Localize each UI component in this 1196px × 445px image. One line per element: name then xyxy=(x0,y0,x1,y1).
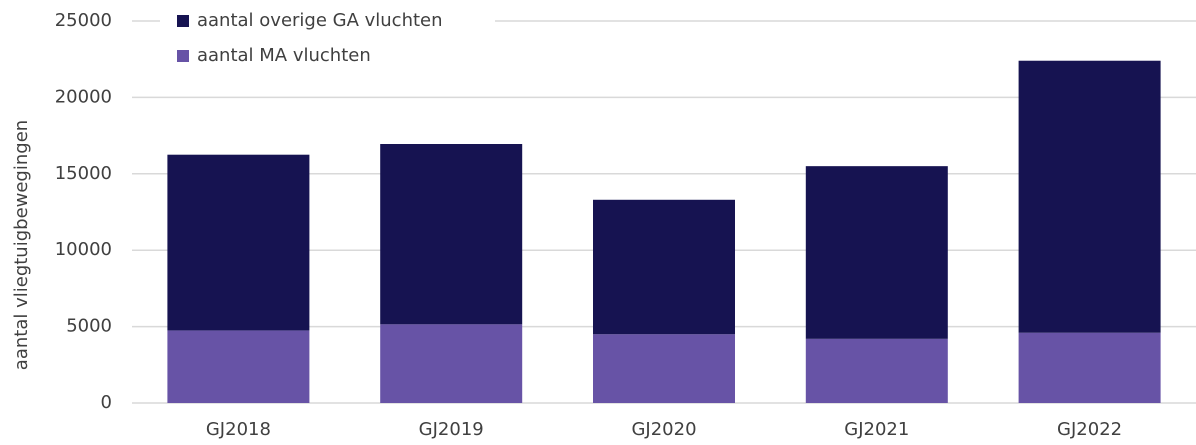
y-tick-label: 15000 xyxy=(55,163,112,184)
legend-swatch xyxy=(177,50,189,62)
y-tick-label: 10000 xyxy=(55,239,112,260)
bar-segment xyxy=(1018,60,1161,333)
x-tick-label: GJ2021 xyxy=(844,419,909,440)
y-tick-label: 0 xyxy=(101,392,112,413)
bar-segment xyxy=(380,144,523,325)
bar-segment xyxy=(593,334,735,403)
legend-label: aantal overige GA vluchten xyxy=(197,10,443,31)
y-tick-label: 25000 xyxy=(55,10,112,31)
x-tick-label: GJ2019 xyxy=(419,419,484,440)
legend-background xyxy=(160,6,495,74)
bar-segment xyxy=(1018,332,1161,403)
bar-segment xyxy=(805,166,948,339)
x-tick-label: GJ2022 xyxy=(1057,419,1122,440)
bar-segment xyxy=(380,324,523,403)
bar-segment xyxy=(805,338,948,403)
bar-segment xyxy=(167,330,310,403)
bar-segment xyxy=(167,154,310,331)
x-tick-label: GJ2020 xyxy=(631,419,696,440)
y-tick-label: 5000 xyxy=(66,316,112,337)
legend-label: aantal MA vluchten xyxy=(197,45,371,66)
legend-swatch xyxy=(177,15,189,27)
y-axis-title: aantal vliegtuigbewegingen xyxy=(11,120,32,370)
bar-segment xyxy=(593,199,735,335)
y-tick-label: 20000 xyxy=(55,86,112,107)
x-tick-label: GJ2018 xyxy=(206,419,271,440)
